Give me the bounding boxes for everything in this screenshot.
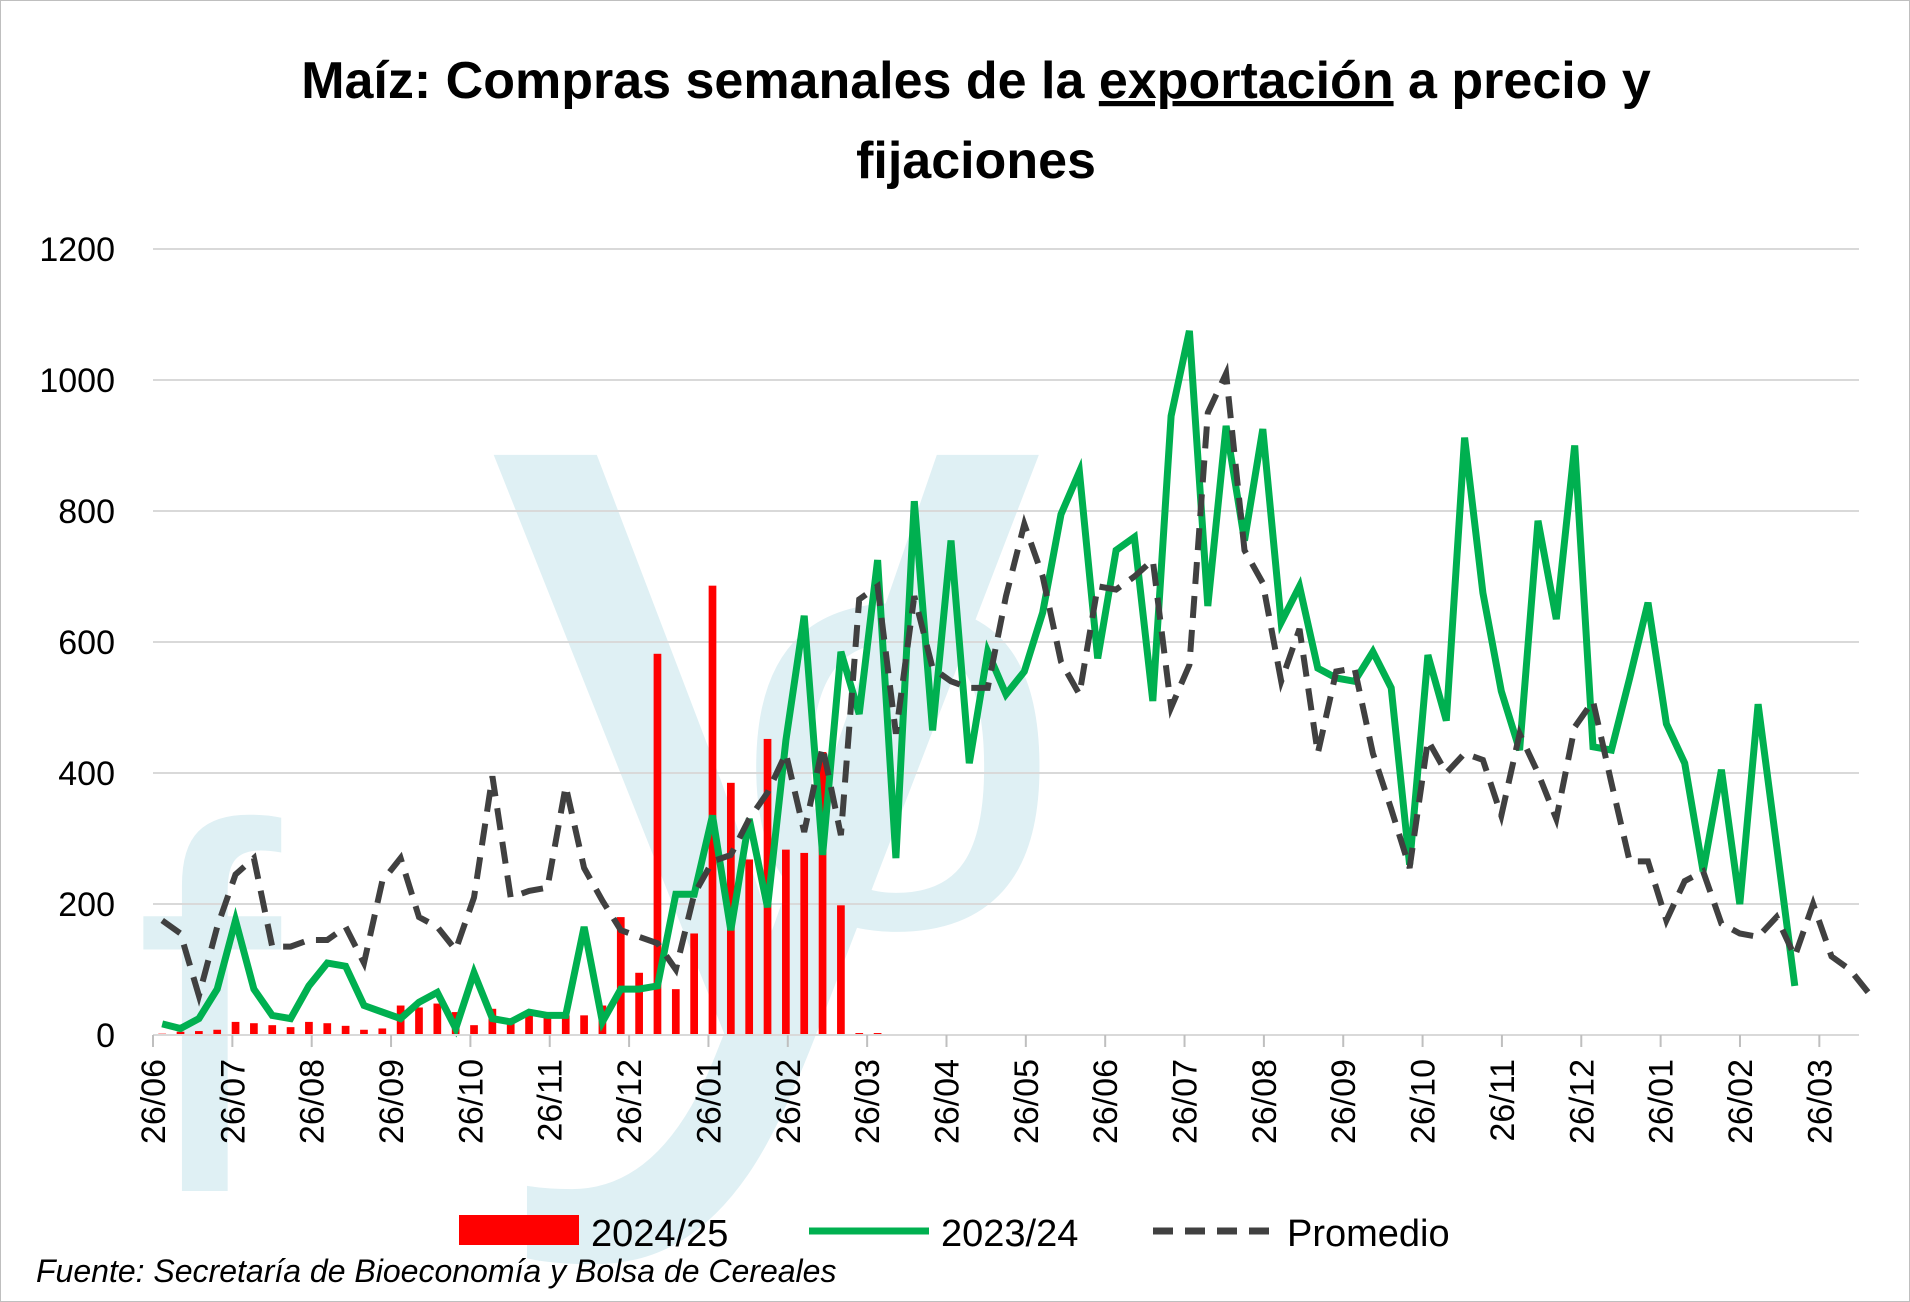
y-tick-label: 1000 xyxy=(39,362,115,400)
bar xyxy=(268,1025,277,1035)
gridlines xyxy=(153,248,1859,905)
bar xyxy=(708,585,717,1035)
bar xyxy=(286,1027,295,1035)
watermark-letter: o xyxy=(731,384,1065,1054)
x-tick-label: 26/10 xyxy=(452,1059,490,1144)
bar xyxy=(231,1021,240,1035)
y-tick-label: 400 xyxy=(58,755,115,793)
bar xyxy=(837,905,845,1035)
x-tick-label: 26/09 xyxy=(373,1059,411,1144)
x-tick-label: 26/12 xyxy=(611,1059,649,1144)
y-tick-label: 0 xyxy=(96,1017,115,1055)
chart-title-line1: Maíz: Compras semanales de la exportació… xyxy=(301,52,1651,110)
source-note: Fuente: Secretaría de Bioeconomía y Bols… xyxy=(36,1253,836,1289)
bar xyxy=(782,849,790,1035)
bar xyxy=(653,653,662,1035)
x-tick-label: 26/12 xyxy=(1563,1059,1601,1144)
y-tick-label: 800 xyxy=(58,493,115,531)
legend-label: 2023/24 xyxy=(941,1213,1078,1255)
series-lines xyxy=(160,330,1871,1038)
bar xyxy=(543,1015,552,1035)
x-tick-label: 26/02 xyxy=(1722,1059,1760,1144)
bar xyxy=(635,972,643,1035)
y-axis-ticks: 0 200 400 600 800 1000 1200 xyxy=(39,231,115,1055)
bar xyxy=(176,1031,185,1035)
bar xyxy=(195,1031,203,1035)
x-tick-label: 26/07 xyxy=(1167,1059,1205,1144)
bar xyxy=(341,1025,350,1035)
bar xyxy=(305,1021,313,1035)
legend: 2024/25 2023/24 Promedio xyxy=(459,1213,1450,1255)
bar xyxy=(470,1025,478,1035)
bar xyxy=(671,989,680,1035)
x-tick-label: 26/03 xyxy=(1801,1059,1839,1144)
series-promedio-line xyxy=(160,362,1871,1007)
x-tick-label: 26/08 xyxy=(1246,1059,1284,1144)
bar xyxy=(433,1003,442,1035)
x-tick-label: 26/07 xyxy=(214,1059,252,1144)
x-tick-label: 26/08 xyxy=(294,1059,332,1144)
chart-title-line2: fijaciones xyxy=(856,132,1096,190)
legend-swatch-2024-25 xyxy=(459,1215,579,1245)
bar xyxy=(745,859,754,1035)
bar xyxy=(525,1012,533,1035)
bar xyxy=(506,1021,515,1035)
bar xyxy=(378,1028,387,1035)
y-tick-label: 1200 xyxy=(39,231,115,269)
bar xyxy=(360,1029,368,1035)
fyo-watermark: f yo xyxy=(136,41,1065,1301)
x-tick-label: 26/11 xyxy=(1484,1059,1522,1142)
x-tick-label: 26/02 xyxy=(770,1059,808,1144)
bar xyxy=(561,1015,570,1035)
x-tick-label: 26/06 xyxy=(1087,1059,1125,1144)
x-tick-label: 26/11 xyxy=(532,1059,570,1142)
bar xyxy=(580,1015,588,1035)
watermark-letter: y xyxy=(491,41,1041,1277)
bar xyxy=(323,1023,332,1035)
bar xyxy=(415,1007,423,1035)
y-tick-label: 600 xyxy=(58,624,115,662)
x-tick-label: 26/10 xyxy=(1405,1059,1443,1144)
x-tick-label: 26/03 xyxy=(849,1059,887,1144)
x-tick-label: 26/09 xyxy=(1325,1059,1363,1144)
bar xyxy=(250,1023,258,1035)
x-tick-label: 26/06 xyxy=(135,1059,173,1144)
y-tick-label: 200 xyxy=(58,886,115,924)
watermark-letter: f xyxy=(136,721,282,1301)
x-axis: 26/06 26/07 26/08 26/09 26/10 26/11 26/12 26/01… xyxy=(135,1034,1859,1144)
chart-title-underlined: exportación xyxy=(1099,52,1394,110)
bar xyxy=(616,917,625,1035)
legend-label: 2024/25 xyxy=(591,1213,728,1255)
bar xyxy=(690,933,699,1035)
x-tick-label: 26/01 xyxy=(690,1059,728,1144)
legend-label: Promedio xyxy=(1287,1213,1450,1255)
x-tick-label: 26/04 xyxy=(928,1059,966,1144)
bar xyxy=(213,1029,222,1035)
series-2023-24-line xyxy=(161,330,1799,1038)
x-tick-label: 26/01 xyxy=(1643,1059,1681,1144)
bar xyxy=(800,852,809,1035)
bar xyxy=(818,752,827,1035)
x-tick-label: 26/05 xyxy=(1008,1059,1046,1144)
